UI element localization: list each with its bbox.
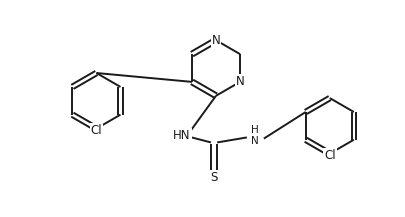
Text: Cl: Cl [324, 149, 336, 162]
Text: S: S [210, 171, 218, 184]
Text: Cl: Cl [91, 124, 102, 137]
Text: N: N [236, 75, 245, 88]
Text: HN: HN [173, 129, 191, 142]
Text: H
N: H N [252, 125, 259, 146]
Text: N: N [212, 34, 220, 47]
